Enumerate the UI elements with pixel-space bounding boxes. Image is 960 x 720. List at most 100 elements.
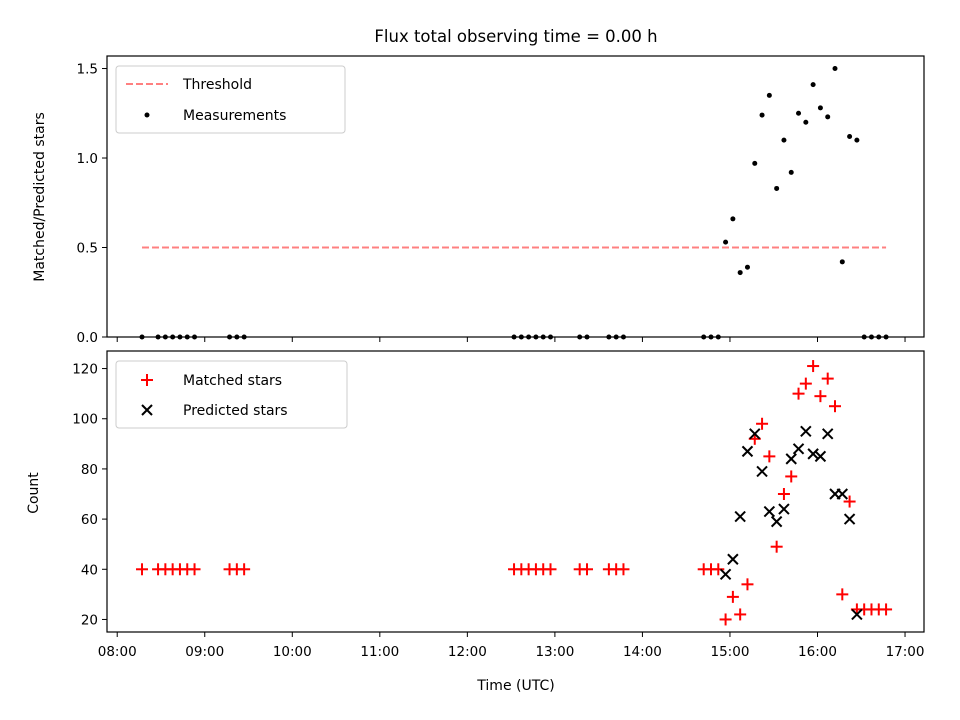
measurement-point: [817, 105, 823, 111]
y-tick-label: 60: [81, 512, 98, 528]
measurement-point: [155, 334, 161, 340]
y-tick-label: 120: [72, 362, 98, 378]
matched-star-point: [719, 613, 732, 626]
measurement-point: [766, 92, 772, 98]
measurement-point: [825, 114, 831, 120]
matched-star-point: [726, 590, 739, 603]
matched-star-point: [770, 540, 783, 553]
measurement-point: [511, 334, 517, 340]
top-legend: Threshold Measurements: [115, 65, 346, 134]
predicted-star-point: [756, 465, 768, 478]
measurement-point: [796, 110, 802, 116]
predicted-star-point: [814, 450, 827, 463]
matched-star-point: [756, 417, 769, 430]
measurement-point: [715, 334, 721, 340]
predicted-star-point: [792, 443, 805, 455]
legend-predicted-label: Predicted stars: [183, 403, 288, 419]
x-tick-label: 16:00: [798, 644, 837, 660]
predicted-star-point: [851, 608, 863, 621]
matched-star-point: [799, 377, 812, 390]
measurement-point: [876, 334, 882, 340]
y-tick-label: 20: [81, 612, 98, 628]
matched-star-point: [741, 578, 754, 591]
measurement-point: [788, 169, 794, 175]
x-tick-label: 09:00: [185, 644, 224, 660]
measurement-point: [184, 334, 190, 340]
top-legend-box: [115, 65, 346, 134]
top-x-axis: [116, 337, 906, 342]
matched-star-point: [580, 563, 593, 576]
measurement-point: [533, 334, 539, 340]
matched-star-point: [829, 400, 842, 413]
y-tick-label: 40: [81, 562, 98, 578]
measurement-point: [241, 334, 247, 340]
x-tick-label: 17:00: [886, 644, 925, 660]
predicted-star-point: [843, 513, 856, 525]
matched-star-point: [792, 387, 805, 400]
matched-star-point: [763, 450, 776, 463]
legend-predicted-marker: [141, 404, 153, 416]
y-tick-label: 1.5: [77, 62, 98, 78]
y-tick-label: 0.5: [77, 241, 98, 257]
predicted-star-point: [836, 488, 849, 500]
measurement-point: [759, 112, 765, 118]
measurement-point: [584, 334, 590, 340]
measurement-point: [752, 160, 758, 166]
legend-matched-marker: [141, 374, 153, 386]
bottom-y-axis-label: Count: [26, 472, 42, 514]
bottom-y-axis: 20 40 60 80 100 120: [72, 362, 107, 628]
matched-star-point: [880, 603, 893, 616]
bottom-legend: Matched stars Predicted stars: [115, 360, 348, 429]
measurement-point: [883, 334, 889, 340]
matched-star-point: [843, 495, 856, 508]
predicted-star-point: [719, 568, 732, 581]
measurement-point: [620, 334, 626, 340]
predicted-star-point: [727, 553, 739, 565]
y-tick-label: 1.0: [77, 151, 98, 167]
matched-star-point: [734, 608, 747, 621]
x-tick-label: 08:00: [98, 644, 137, 660]
measurement-point: [708, 334, 714, 340]
y-tick-label: 100: [72, 412, 98, 428]
x-tick-label: 11:00: [360, 644, 399, 660]
predicted-star-point: [741, 445, 754, 458]
matched-star-point: [807, 360, 820, 373]
measurement-point: [613, 334, 619, 340]
chart-title: Flux total observing time = 0.00 h: [374, 27, 657, 46]
measurement-point: [861, 334, 867, 340]
bottom-plot-frame: [106, 350, 925, 633]
matched-star-point: [544, 563, 557, 576]
measurement-point: [781, 137, 787, 143]
measurement-point: [227, 334, 233, 340]
predicted-star-point: [770, 515, 783, 528]
predicted-star-point: [763, 505, 776, 518]
measurement-point: [162, 334, 168, 340]
measurement-point: [139, 334, 145, 340]
matched-star-point: [777, 488, 790, 501]
matched-star-point: [136, 563, 149, 576]
predicted-star-point: [778, 503, 790, 515]
top-panel: 0.0 0.5 1.0 1.5 Matched/Predicted stars Thr…: [32, 55, 925, 346]
bottom-plot-marks: [136, 360, 893, 626]
measurement-point: [744, 264, 750, 270]
measurement-point: [548, 334, 554, 340]
measurement-point: [526, 334, 532, 340]
x-tick-label: 13:00: [535, 644, 574, 660]
measurement-point: [577, 334, 583, 340]
predicted-star-point: [785, 453, 797, 465]
measurement-point: [810, 82, 816, 88]
measurement-point: [518, 334, 524, 340]
measurement-point: [832, 66, 838, 72]
measurement-point: [737, 270, 743, 276]
legend-threshold-label: Threshold: [182, 77, 252, 93]
predicted-star-point: [734, 510, 746, 523]
top-y-axis-label: Matched/Predicted stars: [32, 112, 48, 282]
matched-star-point: [712, 563, 725, 576]
matched-star-point: [785, 470, 798, 483]
x-tick-label: 15:00: [711, 644, 750, 660]
measurement-point: [847, 134, 853, 140]
predicted-star-point: [800, 425, 812, 437]
measurement-point: [868, 334, 874, 340]
matched-star-point: [821, 372, 834, 385]
